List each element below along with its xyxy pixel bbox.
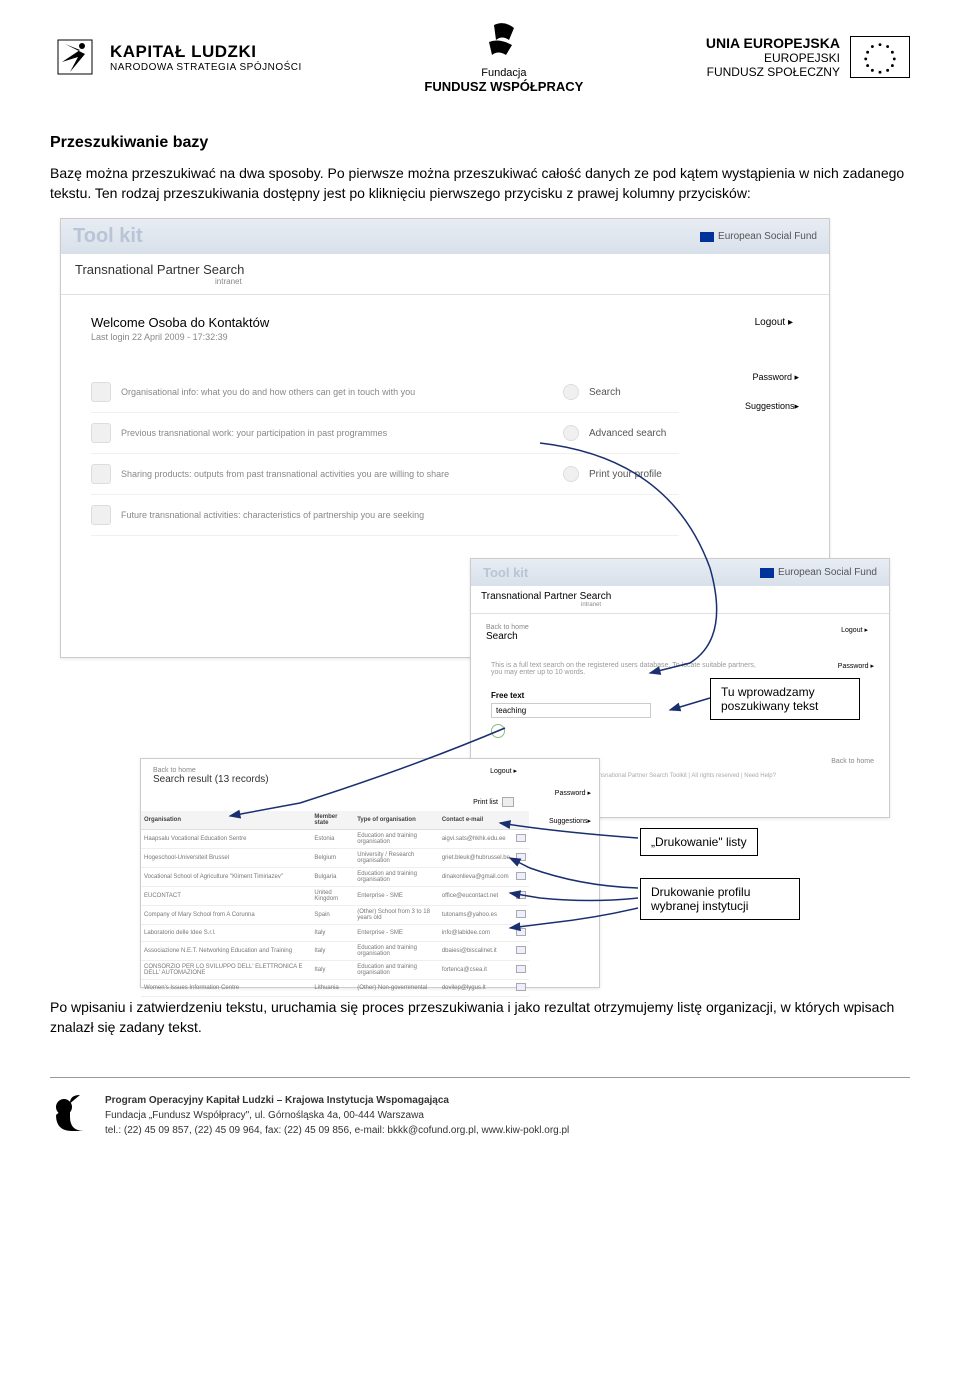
ss3-title: Search result (13 records) — [153, 774, 269, 785]
table-row[interactable]: Company of Mary School from A CorunnaSpa… — [141, 906, 529, 925]
logout-button[interactable]: Logout ▸ — [749, 315, 799, 342]
ss1-row-3[interactable]: Future transnational activities: charact… — [91, 495, 679, 536]
ss1-brand: Tool kit — [73, 225, 143, 248]
results-table: OrganisationMember stateType of organisa… — [141, 811, 529, 997]
logo-center-line2: FUNDUSZ WSPÓŁPRACY — [424, 79, 583, 94]
ss2-back[interactable]: Back to home — [486, 624, 529, 631]
ss3-back[interactable]: Back to home — [153, 767, 269, 774]
logo-fundacja: Fundacja FUNDUSZ WSPÓŁPRACY — [424, 20, 583, 94]
mail-icon[interactable] — [516, 891, 526, 899]
ss1-welcome: Welcome Osoba do Kontaktów — [91, 315, 269, 330]
ss1-left-column: Organisational info: what you do and how… — [91, 372, 679, 536]
eu-flag-icon — [850, 36, 910, 78]
ss2-logout-button[interactable]: Logout ▸ — [835, 624, 874, 642]
logo-eu: UNIA EUROPEJSKA EUROPEJSKI FUNDUSZ SPOŁE… — [706, 35, 910, 79]
table-row[interactable]: CONSORZIO PER LO SVILUPPO DELL' ELETTRON… — [141, 961, 529, 980]
ss1-title-sub: intranet — [215, 277, 815, 286]
logo-kapital-ludzki: KAPITAŁ LUDZKI NARODOWA STRATEGIA SPÓJNO… — [50, 32, 302, 82]
search-label[interactable]: Search — [589, 387, 679, 398]
search-input[interactable]: teaching — [491, 703, 651, 718]
mail-icon[interactable] — [516, 872, 526, 880]
submit-search-button[interactable] — [491, 724, 505, 738]
callout-print-profile: Drukowanie profilu wybranej instytucji — [640, 878, 800, 920]
header-logos: KAPITAŁ LUDZKI NARODOWA STRATEGIA SPÓJNO… — [50, 20, 910, 94]
table-header — [513, 811, 529, 830]
footer-l3: tel.: (22) 45 09 857, (22) 45 09 964, fa… — [105, 1123, 569, 1138]
suggestions-button[interactable]: Suggestions▸ — [699, 401, 799, 412]
logo-right-l1: UNIA EUROPEJSKA — [706, 35, 840, 51]
ss2-esf: European Social Fund — [760, 567, 877, 578]
esf-flag-icon — [760, 568, 774, 578]
mail-icon[interactable] — [516, 834, 526, 842]
ss1-right-column: Password ▸ Suggestions▸ — [699, 372, 799, 536]
password-button[interactable]: Password ▸ — [699, 372, 799, 383]
callout-print-list: „Drukowanie" listy — [640, 828, 758, 856]
section-heading: Przeszukiwanie bazy — [50, 134, 910, 152]
table-row[interactable]: Vocational School of Agriculture "Klimen… — [141, 868, 529, 887]
esf-flag-icon — [700, 232, 714, 242]
mail-icon[interactable] — [516, 946, 526, 954]
page-footer: Program Operacyjny Kapitał Ludzki – Kraj… — [50, 1077, 910, 1138]
body-text-2: Po wpisaniu i zatwierdzeniu tekstu, uruc… — [50, 998, 910, 1037]
sharing-products-icon — [91, 464, 111, 484]
logo-left-subtitle: NARODOWA STRATEGIA SPÓJNOŚCI — [110, 62, 302, 73]
paragraph-2: Po wpisaniu i zatwierdzeniu tekstu, uruc… — [50, 998, 910, 1037]
table-row[interactable]: Hogeschool-Universiteit BrusselBelgiumUn… — [141, 849, 529, 868]
table-row[interactable]: Women's Issues Information CentreLithuan… — [141, 980, 529, 997]
screenshots-container: Tool kit European Social Fund Transnatio… — [50, 218, 910, 998]
previous-work-icon — [91, 423, 111, 443]
screenshot-results: Back to home Search result (13 records) … — [140, 758, 600, 988]
ss3-suggestions-button[interactable]: Suggestions▸ — [529, 817, 591, 825]
table-header: Contact e-mail — [439, 811, 513, 830]
mail-icon[interactable] — [516, 965, 526, 973]
print-list-label[interactable]: Print list — [473, 799, 498, 806]
paragraph-1: Bazę można przeszukiwać na dwa sposoby. … — [50, 164, 910, 203]
body-text: Przeszukiwanie bazy Bazę można przeszuki… — [50, 134, 910, 203]
footer-l1: Program Operacyjny Kapitał Ludzki – Kraj… — [105, 1093, 569, 1108]
org-info-icon — [91, 382, 111, 402]
ss2-password-button[interactable]: Password ▸ — [789, 662, 874, 670]
search-icon[interactable] — [563, 384, 579, 400]
ss2-title: Transnational Partner Search — [481, 591, 879, 602]
table-row[interactable]: Laboratorio delle Idee S.r.l.ItalyEnterp… — [141, 925, 529, 942]
footer-l2: Fundacja „Fundusz Współpracy", ul. Górno… — [105, 1108, 569, 1123]
callout-input-text: Tu wprowadzamy poszukiwany tekst — [710, 678, 860, 720]
future-activities-icon — [91, 505, 111, 525]
table-header: Member state — [311, 811, 354, 830]
table-row[interactable]: Associazione N.E.T. Networking Education… — [141, 942, 529, 961]
logo-center-line1: Fundacja — [424, 67, 583, 79]
logo-right-l3: FUNDUSZ SPOŁECZNY — [706, 65, 840, 79]
fundacja-icon — [474, 20, 534, 60]
mail-icon[interactable] — [516, 910, 526, 918]
ss1-esf: European Social Fund — [700, 231, 817, 242]
advanced-search-label[interactable]: Advanced search — [589, 428, 679, 439]
ss2-brand: Tool kit — [483, 565, 528, 580]
mail-icon[interactable] — [516, 853, 526, 861]
table-header: Organisation — [141, 811, 311, 830]
advanced-search-icon[interactable] — [563, 425, 579, 441]
mail-icon[interactable] — [516, 928, 526, 936]
ss3-password-button[interactable]: Password ▸ — [529, 789, 591, 797]
print-list-icon[interactable] — [502, 797, 514, 807]
table-row[interactable]: Haapsalu Vocational Education SentreEsto… — [141, 830, 529, 849]
ss1-title: Transnational Partner Search — [75, 262, 815, 277]
logo-left-title: KAPITAŁ LUDZKI — [110, 42, 302, 62]
ss1-welcome-sub: Last login 22 April 2009 - 17:32:39 — [91, 332, 269, 342]
footer-logo-icon — [50, 1093, 90, 1133]
ss2-search-heading: Search — [486, 631, 529, 642]
table-header: Type of organisation — [354, 811, 439, 830]
table-row[interactable]: EUCONTACTUnited KingdomEnterprise - SMEo… — [141, 887, 529, 906]
mail-icon[interactable] — [516, 983, 526, 991]
ss3-logout-button[interactable]: Logout ▸ — [490, 767, 517, 785]
print-profile-label[interactable]: Print your profile — [589, 469, 679, 480]
kapital-ludzki-icon — [50, 32, 100, 82]
ss2-hint: This is a full text search on the regist… — [491, 662, 769, 676]
ss1-row-1[interactable]: Previous transnational work: your partic… — [91, 413, 679, 454]
print-profile-icon[interactable] — [563, 466, 579, 482]
ss1-row-0[interactable]: Organisational info: what you do and how… — [91, 372, 679, 413]
ss1-row-2[interactable]: Sharing products: outputs from past tran… — [91, 454, 679, 495]
logo-right-l2: EUROPEJSKI — [706, 51, 840, 65]
